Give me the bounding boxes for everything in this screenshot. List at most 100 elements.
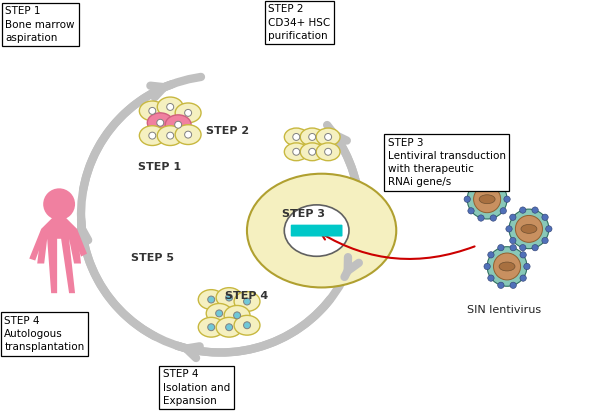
Ellipse shape bbox=[139, 126, 165, 146]
Ellipse shape bbox=[175, 125, 201, 145]
Circle shape bbox=[233, 312, 241, 319]
Circle shape bbox=[167, 132, 173, 139]
Circle shape bbox=[509, 209, 549, 249]
Ellipse shape bbox=[316, 143, 340, 161]
Circle shape bbox=[468, 184, 474, 191]
Text: STEP 4
Isolation and
Expansion: STEP 4 Isolation and Expansion bbox=[163, 369, 230, 406]
Ellipse shape bbox=[216, 317, 242, 337]
Circle shape bbox=[478, 177, 484, 183]
Circle shape bbox=[545, 226, 552, 232]
Text: STEP 2: STEP 2 bbox=[206, 126, 249, 136]
Text: STEP 1
Bone marrow
aspiration: STEP 1 Bone marrow aspiration bbox=[5, 6, 75, 43]
Ellipse shape bbox=[234, 315, 260, 335]
Circle shape bbox=[309, 148, 316, 155]
Polygon shape bbox=[37, 218, 81, 293]
Text: STEP 3: STEP 3 bbox=[283, 209, 325, 219]
Text: STEP 5: STEP 5 bbox=[131, 253, 174, 263]
Ellipse shape bbox=[479, 195, 495, 203]
Circle shape bbox=[149, 108, 156, 114]
Circle shape bbox=[467, 179, 507, 219]
Circle shape bbox=[520, 252, 526, 258]
Circle shape bbox=[515, 216, 542, 242]
Circle shape bbox=[226, 324, 233, 331]
Circle shape bbox=[293, 148, 300, 155]
Circle shape bbox=[510, 282, 517, 289]
Circle shape bbox=[520, 207, 526, 213]
Circle shape bbox=[478, 215, 484, 221]
Circle shape bbox=[506, 226, 512, 232]
Circle shape bbox=[487, 247, 527, 286]
Ellipse shape bbox=[198, 317, 224, 337]
Ellipse shape bbox=[224, 306, 250, 325]
Circle shape bbox=[293, 133, 300, 141]
Circle shape bbox=[532, 207, 538, 213]
Text: STEP 4
Autologous
transplantation: STEP 4 Autologous transplantation bbox=[4, 316, 85, 352]
Circle shape bbox=[464, 196, 470, 202]
Text: STEP 3
Lentiviral transduction
with therapeutic
RNAi gene/s: STEP 3 Lentiviral transduction with ther… bbox=[388, 138, 506, 188]
Circle shape bbox=[175, 121, 182, 128]
Text: STEP 2
CD34+ HSC
purification: STEP 2 CD34+ HSC purification bbox=[268, 4, 331, 41]
Circle shape bbox=[468, 208, 474, 214]
Circle shape bbox=[325, 133, 332, 141]
Circle shape bbox=[509, 237, 516, 244]
Ellipse shape bbox=[247, 174, 396, 287]
Circle shape bbox=[309, 133, 316, 141]
Circle shape bbox=[542, 237, 548, 244]
Ellipse shape bbox=[300, 128, 324, 146]
Circle shape bbox=[43, 188, 75, 220]
Circle shape bbox=[473, 186, 500, 213]
Circle shape bbox=[149, 132, 156, 139]
Ellipse shape bbox=[234, 291, 260, 311]
Circle shape bbox=[510, 244, 517, 251]
Circle shape bbox=[244, 298, 251, 305]
Circle shape bbox=[488, 252, 494, 258]
Circle shape bbox=[244, 322, 251, 329]
Polygon shape bbox=[29, 229, 45, 261]
Ellipse shape bbox=[300, 143, 324, 161]
Circle shape bbox=[490, 177, 496, 183]
Circle shape bbox=[504, 196, 510, 202]
Circle shape bbox=[167, 103, 173, 111]
Circle shape bbox=[226, 294, 233, 301]
Circle shape bbox=[208, 324, 215, 331]
Ellipse shape bbox=[216, 288, 242, 307]
Circle shape bbox=[157, 119, 164, 126]
Ellipse shape bbox=[284, 128, 308, 146]
Ellipse shape bbox=[521, 224, 537, 234]
Circle shape bbox=[500, 184, 506, 191]
Circle shape bbox=[185, 109, 191, 116]
Text: STEP 1: STEP 1 bbox=[139, 162, 182, 172]
Circle shape bbox=[493, 253, 521, 280]
Circle shape bbox=[185, 131, 191, 138]
Ellipse shape bbox=[157, 97, 183, 117]
Circle shape bbox=[484, 263, 490, 270]
Circle shape bbox=[490, 215, 496, 221]
Ellipse shape bbox=[148, 113, 173, 133]
Ellipse shape bbox=[284, 143, 308, 161]
Circle shape bbox=[520, 244, 526, 251]
Circle shape bbox=[208, 296, 215, 303]
Circle shape bbox=[498, 282, 504, 289]
Circle shape bbox=[498, 244, 504, 251]
Text: SIN lentivirus: SIN lentivirus bbox=[467, 305, 541, 315]
Circle shape bbox=[524, 263, 530, 270]
Ellipse shape bbox=[198, 290, 224, 309]
Ellipse shape bbox=[175, 103, 201, 123]
Circle shape bbox=[520, 275, 526, 281]
Circle shape bbox=[325, 148, 332, 155]
Circle shape bbox=[500, 208, 506, 214]
Ellipse shape bbox=[316, 128, 340, 146]
Circle shape bbox=[509, 214, 516, 221]
Circle shape bbox=[542, 214, 548, 221]
Ellipse shape bbox=[157, 126, 183, 146]
Circle shape bbox=[532, 244, 538, 251]
FancyBboxPatch shape bbox=[291, 225, 343, 236]
Polygon shape bbox=[72, 229, 87, 256]
Ellipse shape bbox=[139, 101, 165, 121]
Ellipse shape bbox=[165, 115, 191, 135]
Ellipse shape bbox=[499, 262, 515, 271]
Ellipse shape bbox=[284, 205, 349, 256]
Ellipse shape bbox=[206, 304, 232, 323]
Text: STEP 4: STEP 4 bbox=[226, 291, 269, 301]
Circle shape bbox=[488, 275, 494, 281]
